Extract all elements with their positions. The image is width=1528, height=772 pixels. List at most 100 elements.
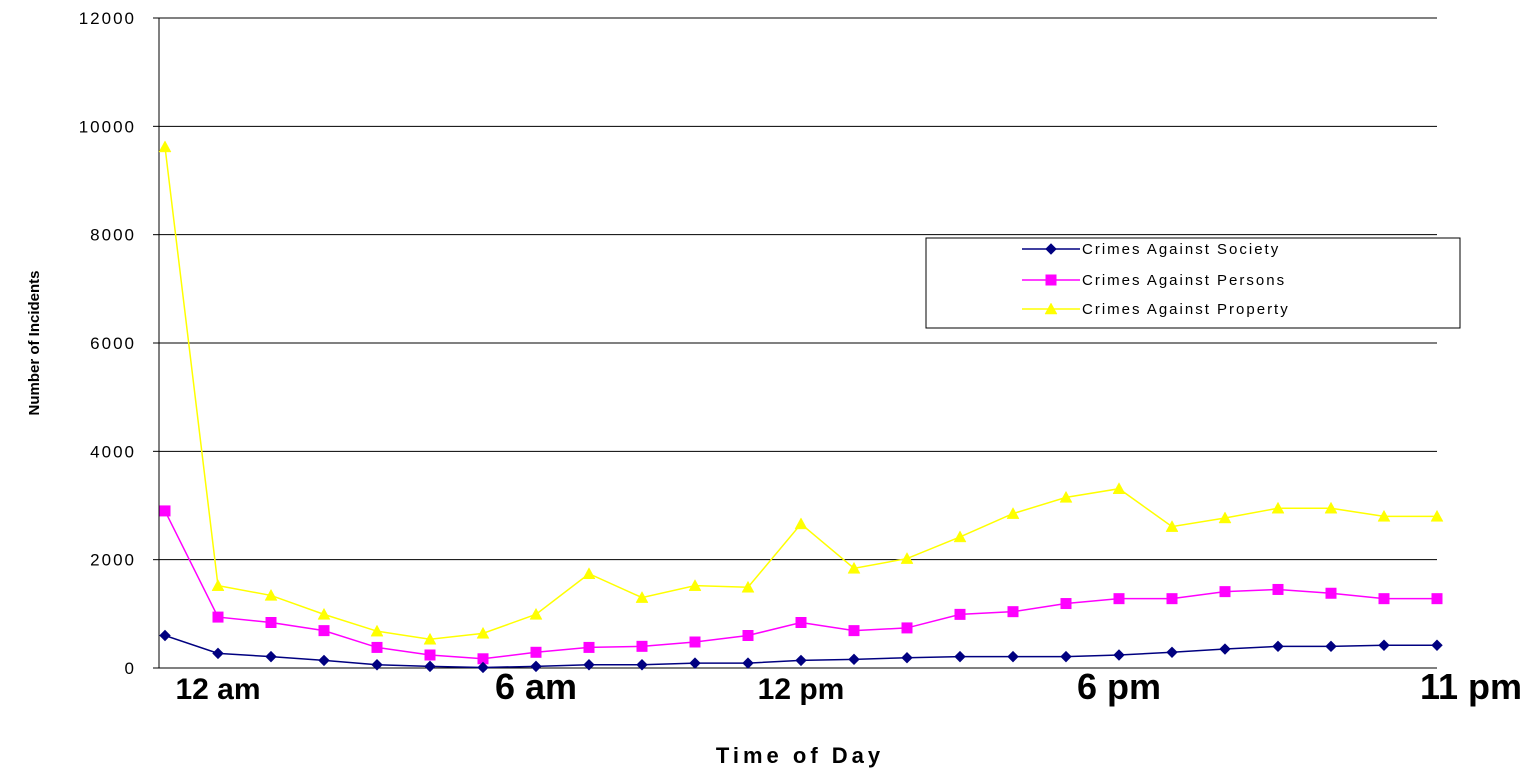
data-point (1219, 586, 1231, 598)
data-point (211, 579, 225, 591)
y-tick-label: 6000 (90, 334, 136, 353)
data-point (1431, 593, 1443, 605)
data-point (1060, 650, 1072, 663)
data-point (689, 657, 701, 669)
data-point (794, 517, 808, 530)
data-point (901, 652, 913, 664)
data-point (159, 505, 171, 517)
data-point (742, 630, 754, 641)
legend-marker (1044, 302, 1058, 315)
data-point (212, 647, 224, 660)
data-point (477, 653, 489, 665)
y-tick-label: 2000 (90, 551, 136, 570)
x-tick-label: 12 pm (758, 673, 845, 706)
data-point (848, 625, 860, 637)
data-point (158, 140, 172, 153)
data-point (370, 624, 384, 637)
data-point (318, 625, 330, 637)
data-point (424, 649, 436, 661)
series-line (164, 146, 1437, 641)
data-point (1431, 639, 1443, 651)
data-point (530, 660, 542, 673)
data-point (1219, 643, 1231, 655)
data-point (212, 611, 224, 623)
data-point (1430, 509, 1444, 522)
data-point (318, 654, 330, 667)
series-triangle (158, 140, 1444, 645)
data-point (1059, 490, 1073, 503)
data-point (1007, 650, 1019, 663)
data-point (1166, 646, 1178, 658)
data-point (689, 636, 701, 648)
data-point (265, 617, 277, 628)
data-point (636, 659, 648, 671)
series-line (164, 510, 1437, 660)
y-tick-label: 0 (125, 659, 136, 678)
data-point (847, 561, 861, 574)
data-point (1112, 482, 1126, 494)
data-point (795, 654, 807, 667)
legend-label: Crimes Against Society (1082, 241, 1280, 258)
x-tick-label: 6 am (495, 666, 577, 707)
data-point (317, 607, 331, 620)
series-diamond (159, 629, 1443, 674)
x-tick-label: 12 am (175, 673, 260, 706)
data-point (1218, 511, 1232, 524)
data-point (529, 607, 543, 620)
series-square (159, 505, 1443, 665)
data-point (159, 629, 171, 642)
data-point (954, 608, 966, 620)
data-point (1007, 606, 1019, 618)
data-point (1325, 640, 1337, 653)
data-point (371, 659, 383, 671)
data-point (635, 591, 649, 603)
data-point (636, 640, 648, 652)
y-tick-label: 12000 (79, 9, 136, 28)
data-point (423, 632, 437, 645)
data-point (1165, 520, 1179, 532)
data-point (264, 588, 278, 601)
data-point (1113, 593, 1125, 605)
x-axis-title: Time of Day (716, 743, 884, 768)
data-point (1378, 593, 1390, 605)
x-tick-label: 11 pm (1420, 666, 1522, 707)
gridlines (159, 17, 1437, 561)
data-point (371, 641, 383, 653)
data-point (1166, 593, 1178, 605)
data-point (848, 653, 860, 666)
series-layer (158, 140, 1444, 674)
data-point (1271, 501, 1285, 514)
data-point (477, 661, 489, 674)
y-tick-label: 8000 (90, 226, 136, 245)
legend-marker (1045, 274, 1057, 286)
data-point (583, 659, 595, 671)
y-tick-label: 4000 (90, 442, 136, 461)
data-point (795, 617, 807, 628)
data-point (583, 641, 595, 653)
legend-marker (1045, 243, 1057, 255)
data-point (1378, 639, 1390, 651)
data-point (953, 530, 967, 543)
legend-label: Crimes Against Property (1082, 301, 1290, 318)
legend: Crimes Against Society Crimes Against Per… (925, 237, 1461, 329)
data-point (476, 626, 490, 639)
legend-box (925, 237, 1461, 329)
data-point (1377, 509, 1391, 522)
data-point (582, 567, 596, 579)
y-tick-label: 10000 (79, 117, 136, 136)
x-axis-ticks: 12 am 6 am 12 pm 6 pm 11 pm (175, 666, 1522, 707)
data-point (1060, 598, 1072, 610)
data-point (742, 657, 754, 669)
data-point (901, 622, 913, 634)
data-point (900, 552, 914, 564)
data-point (1272, 640, 1284, 653)
data-point (1324, 501, 1338, 514)
y-axis-ticks: 0 2000 4000 6000 8000 10000 12000 (79, 9, 159, 678)
data-point (424, 660, 436, 673)
x-tick-label: 6 pm (1077, 666, 1161, 707)
y-axis-title: Number of Incidents (26, 270, 43, 415)
data-point (688, 579, 702, 591)
data-point (265, 650, 277, 663)
data-point (1113, 649, 1125, 661)
